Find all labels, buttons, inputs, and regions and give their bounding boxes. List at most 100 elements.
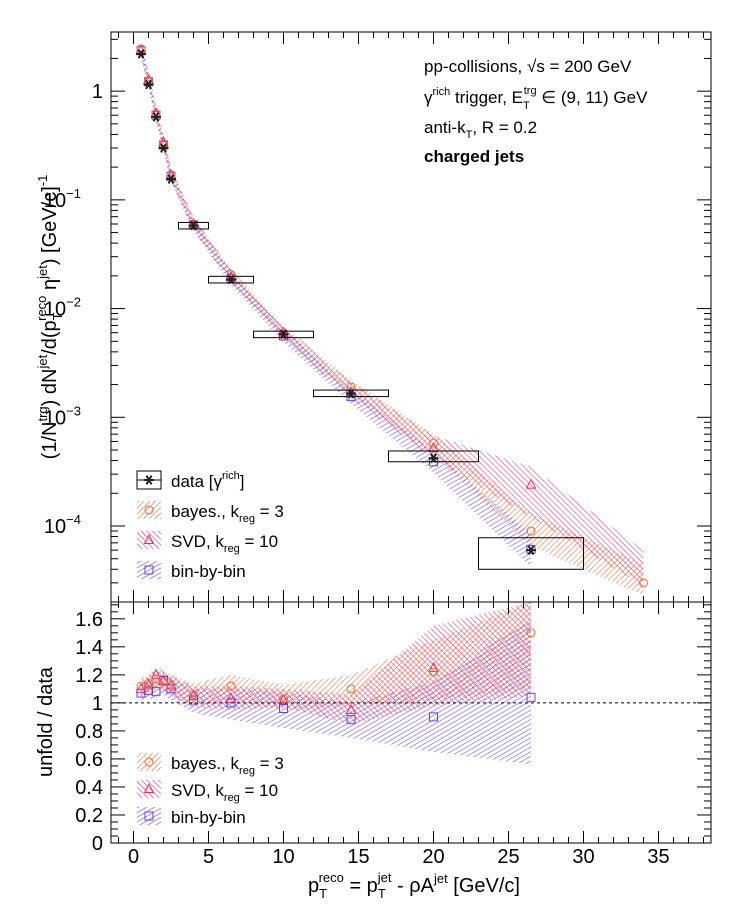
bottom-y-tick-label: 1 [92,693,103,715]
legend-bayes-swatch [137,753,161,771]
bayes-marker [144,678,153,688]
bayes-marker [639,578,648,588]
bayes-marker [346,382,356,392]
top-y-axis-label: (1/Ntrg) dNjet/d(pTreco ηjet) [GeV/c]-1 [34,175,65,460]
bayes-marker [144,757,154,767]
bottom-y-tick-label: 1.2 [75,665,103,687]
top-legend: data [γrich] bayes., kreg = 3 SVD, kreg = … [136,470,284,581]
legend-label-bbb: bin-by-bin [171,808,246,827]
sqrt-s: √s [527,57,545,76]
svd-marker [428,661,439,672]
legend-label-bbb: bin-by-bin [171,562,246,581]
bayes-marker [144,505,154,515]
data-syst-box [478,537,584,570]
bayes-marker [226,681,236,691]
legend-bbb-swatch [137,561,161,579]
annotation-algorithm: anti-kT, R = 0.2 [424,118,537,141]
data-marker [158,143,169,153]
bayes-marker [429,667,438,677]
bottom-x-tick-label: 20 [422,846,444,868]
data-marker [136,49,146,59]
bottom-y-tick-label: 0.6 [75,749,103,771]
bbb-marker [166,684,176,694]
svd-marker [150,668,162,679]
svd-marker [225,692,237,703]
legend-bayes-swatch [137,501,161,519]
legend-bbb-swatch [137,807,161,825]
legend-entry-bbb: bin-by-bin [137,561,246,581]
legend-entry-svd: SVD, kreg = 10 [137,780,278,804]
legend-entry-bayes: bayes., kreg = 3 [137,501,284,525]
legend-label-data: data [γrich] [171,470,245,491]
bbb-marker [226,273,236,283]
bottom-y-tick-label: 1.6 [75,609,103,631]
svd-marker [188,689,199,700]
data-marker [428,453,439,464]
legend-label-svd: SVD, kreg = 10 [171,781,278,804]
annotation-trigger: γrich trigger, ETtrg ∈ (9, 11) GeV [424,85,648,112]
bottom-x-tick-label: 30 [572,846,594,868]
data-marker [346,388,356,399]
svd-marker [135,682,147,693]
data-marker [226,274,236,285]
legend-svd-swatch [137,531,161,549]
data-marker [151,112,161,122]
bbb-marker [526,692,536,702]
data-syst-box [208,275,254,284]
legend-entry-bbb: bin-by-bin [137,807,246,827]
annotation-jets: charged jets [424,147,524,166]
bbb-marker [144,811,154,821]
bayes-marker [159,677,168,687]
bottom-y-tick-label: 0.8 [75,721,103,743]
bayes-marker [189,689,198,699]
data-marker [166,174,176,185]
svd-marker [158,674,169,685]
data-marker [143,79,154,90]
bayes-marker [346,684,356,694]
bayes-marker [189,219,198,229]
data-syst-box [253,330,314,339]
svd-marker [525,478,537,489]
bbb-marker [189,695,198,705]
bottom-x-tick-label: 25 [497,846,519,868]
svd-marker [143,533,155,544]
bbb-marker [226,698,236,708]
data-syst-box [388,450,479,463]
bayes-marker [526,526,536,536]
bottom-y-tick-label: 0.2 [75,805,103,827]
data-marker [278,329,289,340]
legend-entry-svd: SVD, kreg = 10 [137,531,278,555]
top-y-tick-label: 10−4 [44,512,81,538]
bayes-marker [526,628,536,638]
legend-entry-bayes: bayes., kreg = 3 [137,753,284,777]
annotation-collisions: pp-collisions, √s = 200 GeV [424,57,632,76]
bayes-marker [279,694,288,704]
bbb-marker [346,715,356,725]
bayes-marker [166,681,176,691]
bottom-x-tick-label: 0 [128,846,139,868]
bbb-marker [279,703,288,713]
bottom-x-tick-label: 5 [203,846,214,868]
bayes-marker [429,438,438,448]
bbb-band-bottom [141,618,531,765]
x-axis-label: pTreco = pTjet - ρAjet [GeV/c] [308,870,520,901]
top-y-tick-label: 10−2 [44,295,81,321]
svd-band-top [141,42,644,587]
svd-marker [165,678,177,689]
bbb-band-top [141,44,531,568]
bottom-x-tick-label: 10 [272,846,294,868]
legend-label-svd: SVD, kreg = 10 [171,532,278,555]
bottom-x-tick-label: 35 [647,846,669,868]
top-y-tick-label: 1 [92,81,103,103]
legend-label-bayes: bayes., kreg = 3 [171,754,284,777]
legend-entry-data: data [γrich] [136,470,245,491]
bottom-y-tick-label: 0.4 [75,777,103,799]
legend-svd-swatch [137,780,161,798]
bottom-y-tick-label: 0 [92,833,103,855]
top-y-tick-label: 10−3 [44,403,81,429]
bottom-y-axis-label: unfold / data [35,666,57,777]
legend-label-bayes: bayes., kreg = 3 [171,502,284,525]
bottom-legend: bayes., kreg = 3 SVD, kreg = 10 bin-by-bin [137,753,284,827]
data-marker [526,545,536,555]
